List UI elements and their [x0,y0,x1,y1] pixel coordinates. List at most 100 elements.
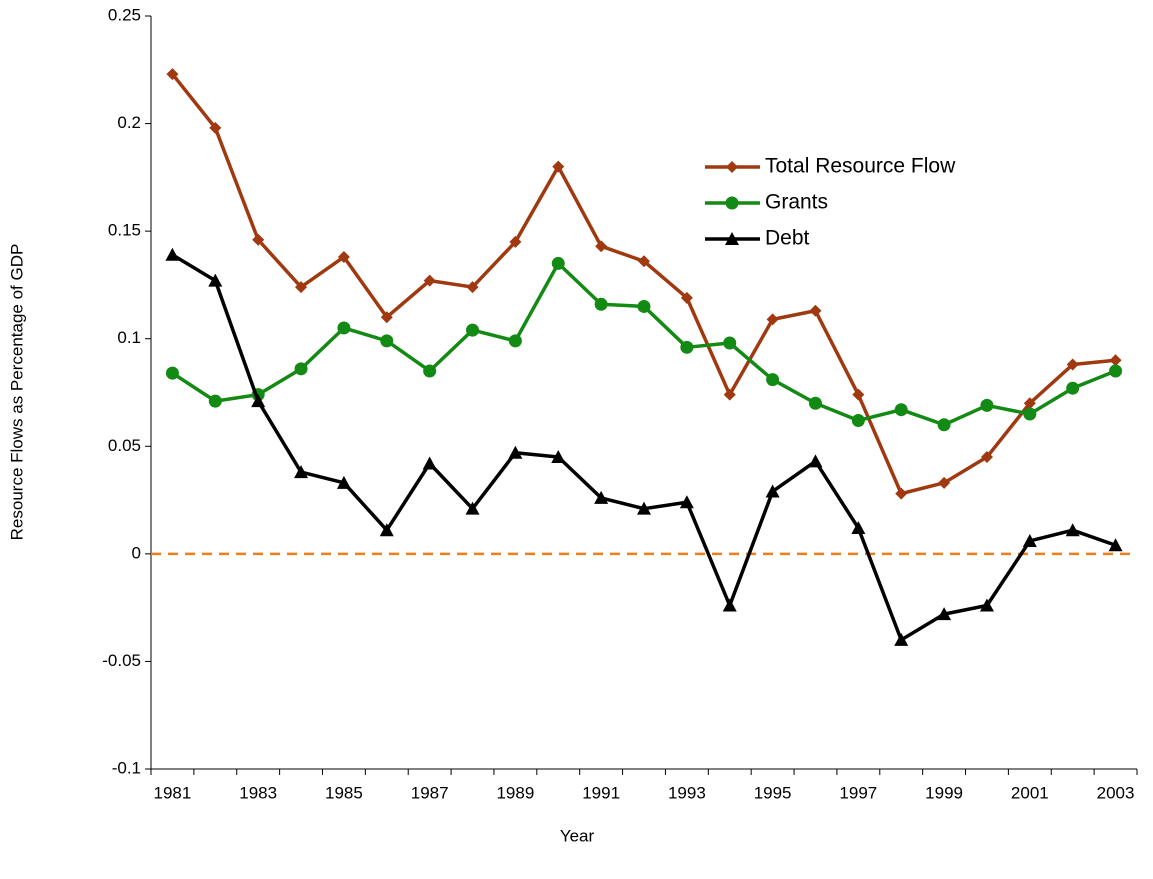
marker [165,366,179,380]
marker [680,340,694,354]
legend-label: Debt [765,227,810,250]
marker [294,465,309,479]
marker [809,304,822,317]
marker [726,161,738,173]
y-tick-label: 0.1 [117,328,141,347]
marker [637,299,651,313]
y-axis-title: Resource Flows as Percentage of GDP [7,244,26,541]
marker [725,196,739,210]
marker [380,311,393,324]
x-tick-label: 1983 [239,783,277,802]
marker [894,632,909,646]
marker [295,281,308,294]
y-tick-label: -0.1 [112,758,141,777]
x-axis-title: Year [560,826,595,845]
marker [423,274,436,287]
marker [895,487,908,500]
marker [552,160,565,173]
marker [1066,381,1080,395]
marker [1109,364,1123,378]
x-tick-label: 2003 [1097,783,1135,802]
y-tick-label: 0.05 [108,436,141,455]
marker [466,323,480,337]
marker [894,403,908,417]
marker [1065,523,1080,537]
marker [594,297,608,311]
marker [722,598,737,612]
y-tick-label: -0.05 [102,651,141,670]
marker [937,607,952,621]
marker [1023,407,1037,421]
marker [1023,397,1036,410]
x-tick-label: 2001 [1011,783,1049,802]
x-tick-label: 1991 [582,783,620,802]
x-tick-label: 1985 [325,783,363,802]
marker [509,235,522,248]
marker [852,388,865,401]
y-tick-label: 0.2 [117,113,141,132]
x-tick-label: 1997 [839,783,877,802]
marker [638,255,650,268]
marker [209,121,222,134]
marker [851,413,865,427]
marker [725,232,739,245]
marker [1109,354,1122,367]
marker [937,418,951,432]
marker [723,388,736,401]
y-tick-label: 0.25 [108,5,141,24]
y-tick-label: 0.15 [108,221,141,240]
marker [980,398,994,412]
marker [165,247,180,261]
marker [980,451,993,464]
series-line [171,261,1117,427]
marker [595,240,608,253]
marker [379,523,394,537]
marker [465,501,480,515]
marker [380,334,394,348]
marker [294,362,308,376]
marker [1108,538,1123,552]
marker [208,273,223,287]
marker [422,456,437,470]
marker [508,445,523,459]
marker [1022,533,1037,547]
marker [337,321,351,335]
marker [680,291,693,304]
marker [765,484,780,498]
legend-label: Total Resource Flow [765,155,956,178]
marker [679,495,694,509]
marker [336,475,351,489]
marker [594,490,609,504]
x-tick-label: 1995 [754,783,792,802]
marker [423,364,437,378]
marker [808,396,822,410]
marker [208,394,222,408]
marker [637,501,651,515]
marker [766,373,780,387]
marker [723,336,737,350]
marker [808,454,823,468]
x-tick-label: 1993 [668,783,706,802]
marker [1066,358,1079,371]
legend-label: Grants [765,191,828,214]
marker [551,450,566,464]
x-tick-label: 1981 [154,783,192,802]
marker [252,233,265,246]
x-tick-label: 1999 [925,783,963,802]
y-tick-label: 0 [132,543,141,562]
marker [766,313,779,326]
marker [466,281,479,294]
marker [166,68,179,81]
marker [551,256,565,270]
marker [508,334,522,348]
marker [251,394,266,408]
marker [851,521,866,535]
marker [979,598,994,612]
x-tick-label: 1989 [496,783,534,802]
marker [938,476,951,489]
x-tick-label: 1987 [411,783,449,802]
marker [337,250,350,263]
series-line [171,72,1116,496]
